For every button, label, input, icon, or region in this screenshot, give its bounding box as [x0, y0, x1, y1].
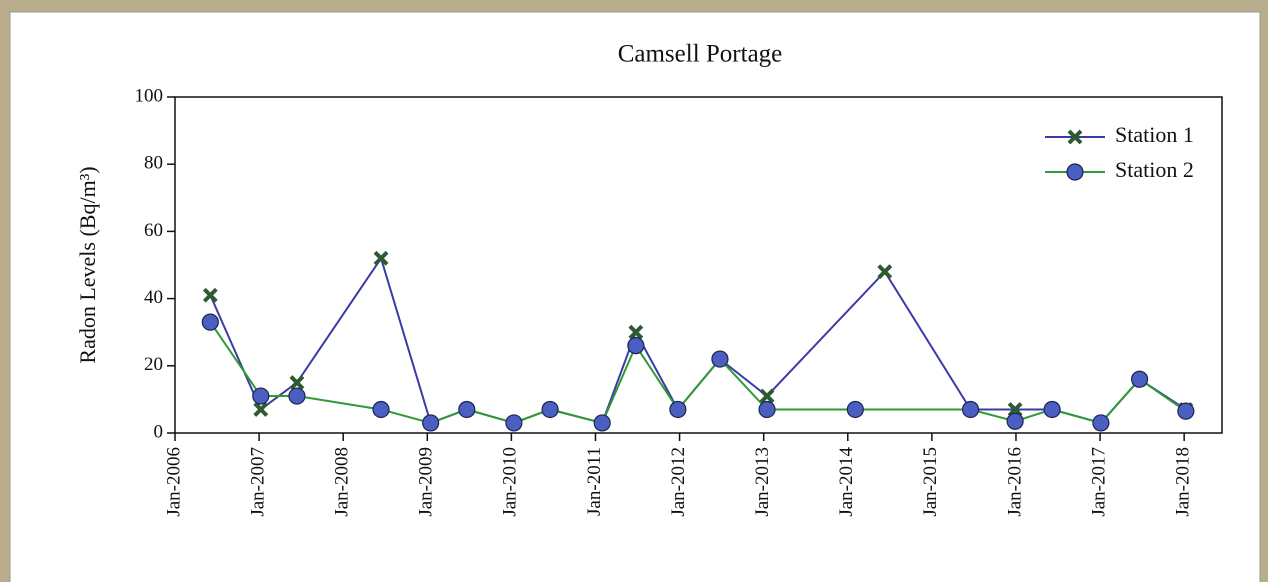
data-point — [1092, 414, 1110, 432]
data-point — [711, 350, 729, 368]
x-tick-label: Jan-2014 — [836, 447, 857, 517]
data-point — [201, 313, 219, 331]
x-tick-label: Jan-2006 — [163, 447, 184, 517]
data-point — [759, 388, 775, 404]
data-point — [372, 400, 390, 419]
legend-marker — [1066, 163, 1084, 181]
data-point — [846, 400, 864, 419]
y-tick-label: 80 — [144, 153, 163, 174]
x-tick-label: Jan-2013 — [752, 447, 773, 517]
x-tick-label: Jan-2009 — [416, 447, 437, 517]
data-point — [1177, 402, 1195, 420]
x-tick-label: Jan-2015 — [920, 447, 941, 517]
data-point — [669, 400, 687, 419]
x-tick-label: Jan-2007 — [247, 447, 268, 517]
y-tick-label: 0 — [154, 421, 164, 442]
legend-label: Station 1 — [1115, 122, 1194, 147]
x-tick-label: Jan-2010 — [500, 447, 521, 517]
data-point — [627, 337, 645, 355]
x-tick-label: Jan-2012 — [668, 447, 689, 517]
legend-marker — [1067, 129, 1083, 145]
y-tick-label: 60 — [144, 220, 163, 241]
x-tick-label: Jan-2018 — [1173, 447, 1194, 517]
data-point — [1043, 400, 1061, 419]
y-tick-label: 40 — [144, 287, 163, 308]
data-point — [252, 387, 270, 405]
y-tick-label: 20 — [144, 354, 163, 375]
chart-title: Camsell Portage — [618, 41, 783, 68]
data-point — [505, 414, 523, 432]
data-point — [877, 264, 893, 280]
data-point — [253, 402, 269, 417]
data-point — [458, 400, 476, 419]
data-point — [202, 287, 218, 303]
data-point — [593, 414, 611, 432]
data-point — [288, 387, 306, 405]
data-point — [758, 400, 776, 419]
x-tick-label: Jan-2017 — [1088, 447, 1109, 517]
data-point — [1130, 370, 1149, 388]
x-tick-label: Jan-2016 — [1004, 447, 1025, 517]
data-point — [373, 250, 389, 266]
data-point — [541, 400, 559, 419]
legend-label: Station 2 — [1115, 157, 1194, 182]
chart-panel — [9, 11, 1261, 582]
data-point — [628, 324, 644, 340]
x-tick-label: Jan-2008 — [332, 447, 353, 517]
data-point — [422, 414, 440, 432]
y-tick-label: 100 — [135, 85, 164, 106]
plot-frame — [174, 96, 1223, 434]
data-point — [1007, 402, 1023, 417]
data-point — [1006, 412, 1024, 430]
data-point — [961, 400, 980, 419]
data-point — [289, 375, 305, 391]
x-tick-label: Jan-2011 — [584, 447, 605, 516]
y-axis-label: Radon Levels (Bq/m³) — [75, 166, 100, 363]
